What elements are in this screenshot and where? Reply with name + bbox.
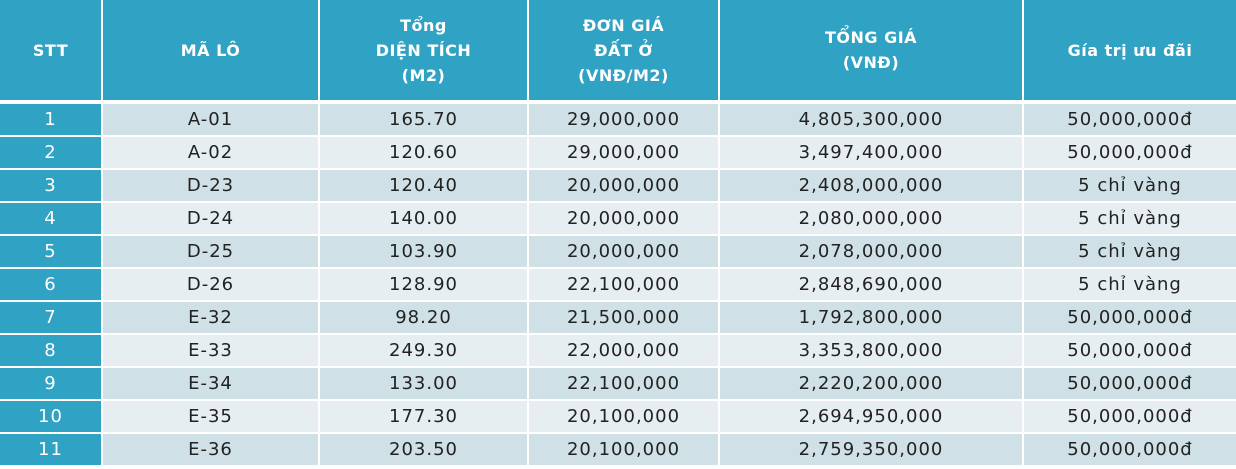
table-cell: 29,000,000 [529, 137, 718, 168]
row-number: 3 [0, 170, 101, 201]
table-cell: 3,497,400,000 [720, 137, 1022, 168]
table-cell: D-23 [103, 170, 318, 201]
header-line: DIỆN TÍCH [375, 40, 472, 60]
table-cell: D-26 [103, 269, 318, 300]
table-cell: 21,500,000 [529, 302, 718, 333]
table-cell: E-35 [103, 401, 318, 432]
table-cell: 20,000,000 [529, 236, 718, 267]
table-cell: 103.90 [320, 236, 527, 267]
table-cell: 2,759,350,000 [720, 434, 1022, 465]
header-cell: Gía trị ưu đãi [1024, 0, 1236, 100]
table-cell: 50,000,000đ [1024, 368, 1236, 399]
header-line: (M2) [401, 65, 446, 85]
table-cell: 2,848,690,000 [720, 269, 1022, 300]
header-line: TỔNG GIÁ [824, 28, 918, 47]
table-cell: E-32 [103, 302, 318, 333]
header-cell: STT [0, 0, 101, 100]
table-cell: 50,000,000đ [1024, 137, 1236, 168]
table-cell: 2,080,000,000 [720, 203, 1022, 234]
table-cell: 140.00 [320, 203, 527, 234]
header-cell: MÃ LÔ [103, 0, 318, 100]
table-cell: 120.40 [320, 170, 527, 201]
table-cell: D-25 [103, 236, 318, 267]
table-cell: 133.00 [320, 368, 527, 399]
table-cell: 50,000,000đ [1024, 302, 1236, 333]
table-cell: 3,353,800,000 [720, 335, 1022, 366]
table-cell: 29,000,000 [529, 104, 718, 135]
row-number: 5 [0, 236, 101, 267]
table-cell: 5 chỉ vàng [1024, 203, 1236, 234]
row-number: 7 [0, 302, 101, 333]
header-line: (VNĐ/M2) [578, 65, 669, 85]
table-cell: D-24 [103, 203, 318, 234]
table-cell: 2,078,000,000 [720, 236, 1022, 267]
table-cell: 22,000,000 [529, 335, 718, 366]
header-line: (VNĐ) [842, 53, 900, 72]
header-line: MÃ LÔ [180, 40, 241, 60]
header-cell: ĐƠN GIÁ ĐẤT Ở (VNĐ/M2) [529, 0, 718, 100]
table-cell: 22,100,000 [529, 269, 718, 300]
table-cell: 50,000,000đ [1024, 104, 1236, 135]
row-number: 6 [0, 269, 101, 300]
header-cell: TỔNG GIÁ (VNĐ) [720, 0, 1022, 100]
table-cell: 20,100,000 [529, 434, 718, 465]
table-cell: 2,408,000,000 [720, 170, 1022, 201]
header-cell: Tổng DIỆN TÍCH (M2) [320, 0, 527, 100]
row-number: 4 [0, 203, 101, 234]
table-cell: A-01 [103, 104, 318, 135]
table-cell: 50,000,000đ [1024, 401, 1236, 432]
table-cell: 203.50 [320, 434, 527, 465]
table-cell: 50,000,000đ [1024, 434, 1236, 465]
table-cell: 5 chỉ vàng [1024, 170, 1236, 201]
table-cell: 2,220,200,000 [720, 368, 1022, 399]
header-line: Gía trị ưu đãi [1067, 40, 1193, 60]
table-cell: E-34 [103, 368, 318, 399]
header-line: Tổng [400, 15, 447, 35]
row-number: 8 [0, 335, 101, 366]
table-cell: A-02 [103, 137, 318, 168]
header-line: ĐƠN GIÁ [582, 15, 665, 35]
row-number: 1 [0, 104, 101, 135]
table-cell: E-33 [103, 335, 318, 366]
row-number: 2 [0, 137, 101, 168]
row-number: 11 [0, 434, 101, 465]
table-cell: E-36 [103, 434, 318, 465]
table-cell: 20,100,000 [529, 401, 718, 432]
table-cell: 22,100,000 [529, 368, 718, 399]
table-cell: 20,000,000 [529, 170, 718, 201]
table-cell: 120.60 [320, 137, 527, 168]
table-cell: 50,000,000đ [1024, 335, 1236, 366]
table-cell: 128.90 [320, 269, 527, 300]
table-cell: 1,792,800,000 [720, 302, 1022, 333]
row-number: 9 [0, 368, 101, 399]
header-line: STT [32, 40, 69, 60]
table-cell: 2,694,950,000 [720, 401, 1022, 432]
table-cell: 20,000,000 [529, 203, 718, 234]
header-line: ĐẤT Ở [594, 40, 653, 60]
table-cell: 5 chỉ vàng [1024, 269, 1236, 300]
row-number: 10 [0, 401, 101, 432]
table-cell: 5 chỉ vàng [1024, 236, 1236, 267]
table-cell: 165.70 [320, 104, 527, 135]
table-cell: 4,805,300,000 [720, 104, 1022, 135]
table-cell: 98.20 [320, 302, 527, 333]
table-cell: 249.30 [320, 335, 527, 366]
table-cell: 177.30 [320, 401, 527, 432]
